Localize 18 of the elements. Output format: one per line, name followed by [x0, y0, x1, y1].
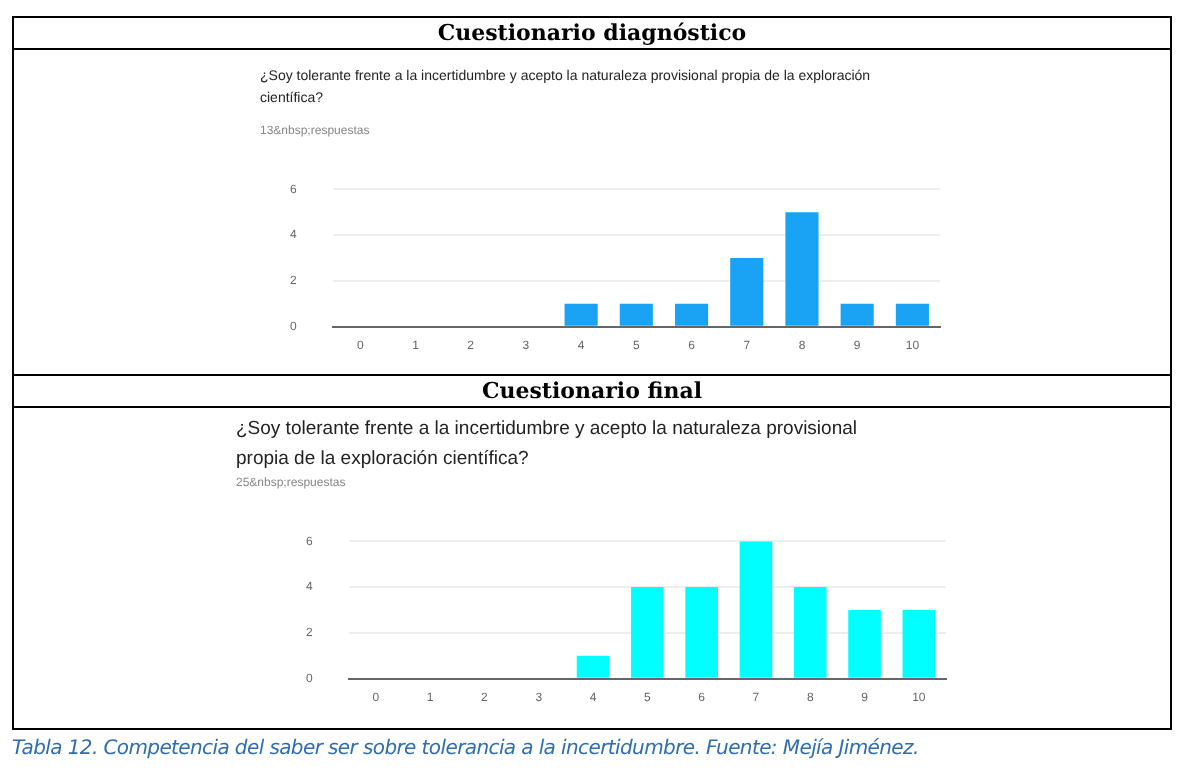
- bar: [685, 587, 718, 678]
- chart-subtitle: ¿Soy tolerante frente a la incertidumbre y acepto la naturaleza provisional propia de la exploración científica?: [236, 416, 860, 475]
- bar: [739, 541, 773, 678]
- bar: [631, 587, 664, 678]
- text: Tabla 12. Competencia del saber ser sobre tolerancia a la incertidumbre. Fuente: Mejía Jiménez.: [12, 738, 919, 760]
- chart-title: Cuestionario final: [14, 376, 1170, 408]
- bar: [619, 303, 653, 326]
- bar: [564, 303, 598, 326]
- bar: [895, 303, 929, 326]
- bar: [793, 587, 827, 678]
- chart-title: Cuestionario diagnóstico: [14, 18, 1170, 50]
- bar: [785, 212, 819, 326]
- bar: [576, 655, 610, 678]
- bar: [730, 258, 764, 326]
- bar: [848, 610, 881, 678]
- bar: [902, 610, 936, 678]
- bar: [840, 303, 874, 326]
- bar: [674, 303, 709, 326]
